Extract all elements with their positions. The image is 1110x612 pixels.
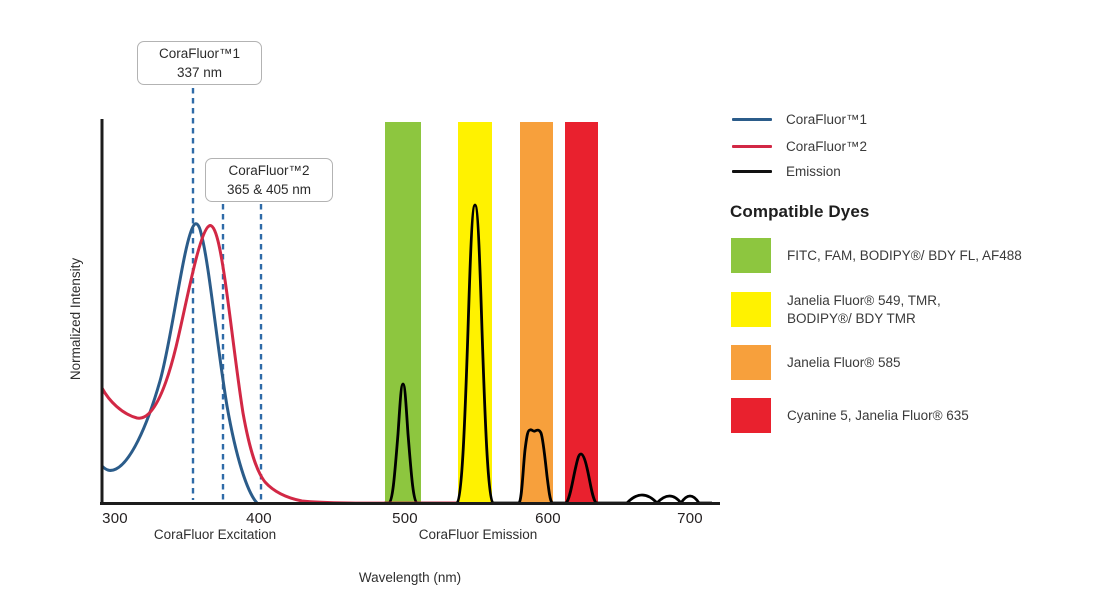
dye-label-yellow: Janelia Fluor® 549, TMR, BODIPY®/ BDY TM… (787, 292, 941, 327)
x-tick-300: 300 (102, 510, 128, 527)
x-tick-700: 700 (677, 510, 703, 527)
annotation-corafluor1-337nm: CoraFluor™1 337 nm (137, 41, 262, 85)
annotation-corafluor2-name: CoraFluor™2 (228, 163, 310, 178)
legend-line-corafluor1 (732, 118, 772, 121)
band-green (385, 122, 421, 503)
legend-label-emission: Emission (786, 164, 841, 179)
annotation-corafluor2-365-405nm: CoraFluor™2 365 & 405 nm (205, 158, 333, 202)
annotation-corafluor1-name: CoraFluor™1 (158, 46, 241, 61)
dye-label-green: FITC, FAM, BODIPY®/ BDY FL, AF488 (787, 238, 1022, 273)
emission-section-label: CoraFluor Emission (418, 527, 538, 542)
x-tick-500: 500 (392, 510, 418, 527)
dye-label-red-line1: Cyanine 5, Janelia Fluor® 635 (787, 407, 969, 423)
x-axis-title: Wavelength (nm) (358, 570, 462, 585)
x-tick-600: 600 (535, 510, 561, 527)
dye-label-red: Cyanine 5, Janelia Fluor® 635 (787, 398, 969, 433)
dye-label-orange: Janelia Fluor® 585 (787, 345, 901, 380)
dye-swatch-green (731, 238, 771, 273)
dye-label-green-line1: FITC, FAM, BODIPY®/ BDY FL, AF488 (787, 247, 1022, 263)
emission-curve (384, 203, 712, 505)
excitation-section-label: CoraFluor Excitation (153, 527, 277, 542)
y-axis-title: Normalized Intensity (68, 257, 83, 381)
dye-label-yellow-line2: BODIPY®/ BDY TMR (787, 310, 916, 326)
dye-label-orange-line1: Janelia Fluor® 585 (787, 354, 901, 370)
legend-label-corafluor2: CoraFluor™2 (786, 139, 868, 154)
annotation-corafluor2-value: 365 & 405 nm (226, 182, 312, 197)
legend-line-corafluor2 (732, 145, 772, 148)
band-red (565, 122, 598, 503)
dye-swatch-red (731, 398, 771, 433)
legend-label-corafluor1: CoraFluor™1 (786, 112, 868, 127)
dye-swatch-yellow (731, 292, 771, 327)
corafluor2-excitation-curve (100, 224, 457, 505)
annotation-corafluor1-value: 337 nm (176, 65, 223, 80)
dye-swatch-orange (731, 345, 771, 380)
compatible-dyes-heading: Compatible Dyes (730, 202, 870, 221)
x-tick-400: 400 (246, 510, 272, 527)
legend-line-emission (732, 170, 772, 173)
dye-label-yellow-line1: Janelia Fluor® 549, TMR, (787, 292, 941, 308)
corafluor1-excitation-curve (100, 222, 259, 505)
